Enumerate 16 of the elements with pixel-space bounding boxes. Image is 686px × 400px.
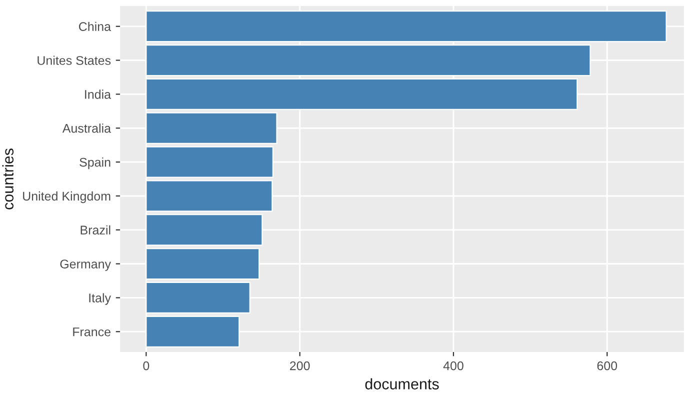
y-tick-label: France	[73, 328, 110, 336]
y-tick-label: Spain	[80, 158, 110, 170]
x-tick-label: 400	[443, 361, 464, 370]
y-tick-label: Germany	[60, 260, 111, 271]
y-tick-label: Unites States	[38, 56, 111, 65]
x-tick-label: 200	[290, 361, 310, 370]
x-tick-label: 0	[143, 361, 150, 370]
y-axis-title: countries	[2, 148, 14, 210]
y-tick-label: India	[85, 90, 112, 99]
y-tick-label: China	[79, 22, 112, 32]
y-tick-label: Brazil	[80, 225, 110, 235]
y-tick-label: Italy	[89, 293, 111, 305]
x-axis-title: documents	[365, 378, 439, 390]
x-tick-label: 600	[597, 361, 618, 370]
y-tick-label: Australia	[62, 124, 112, 133]
y-tick-label: United Kingdom	[23, 191, 110, 204]
